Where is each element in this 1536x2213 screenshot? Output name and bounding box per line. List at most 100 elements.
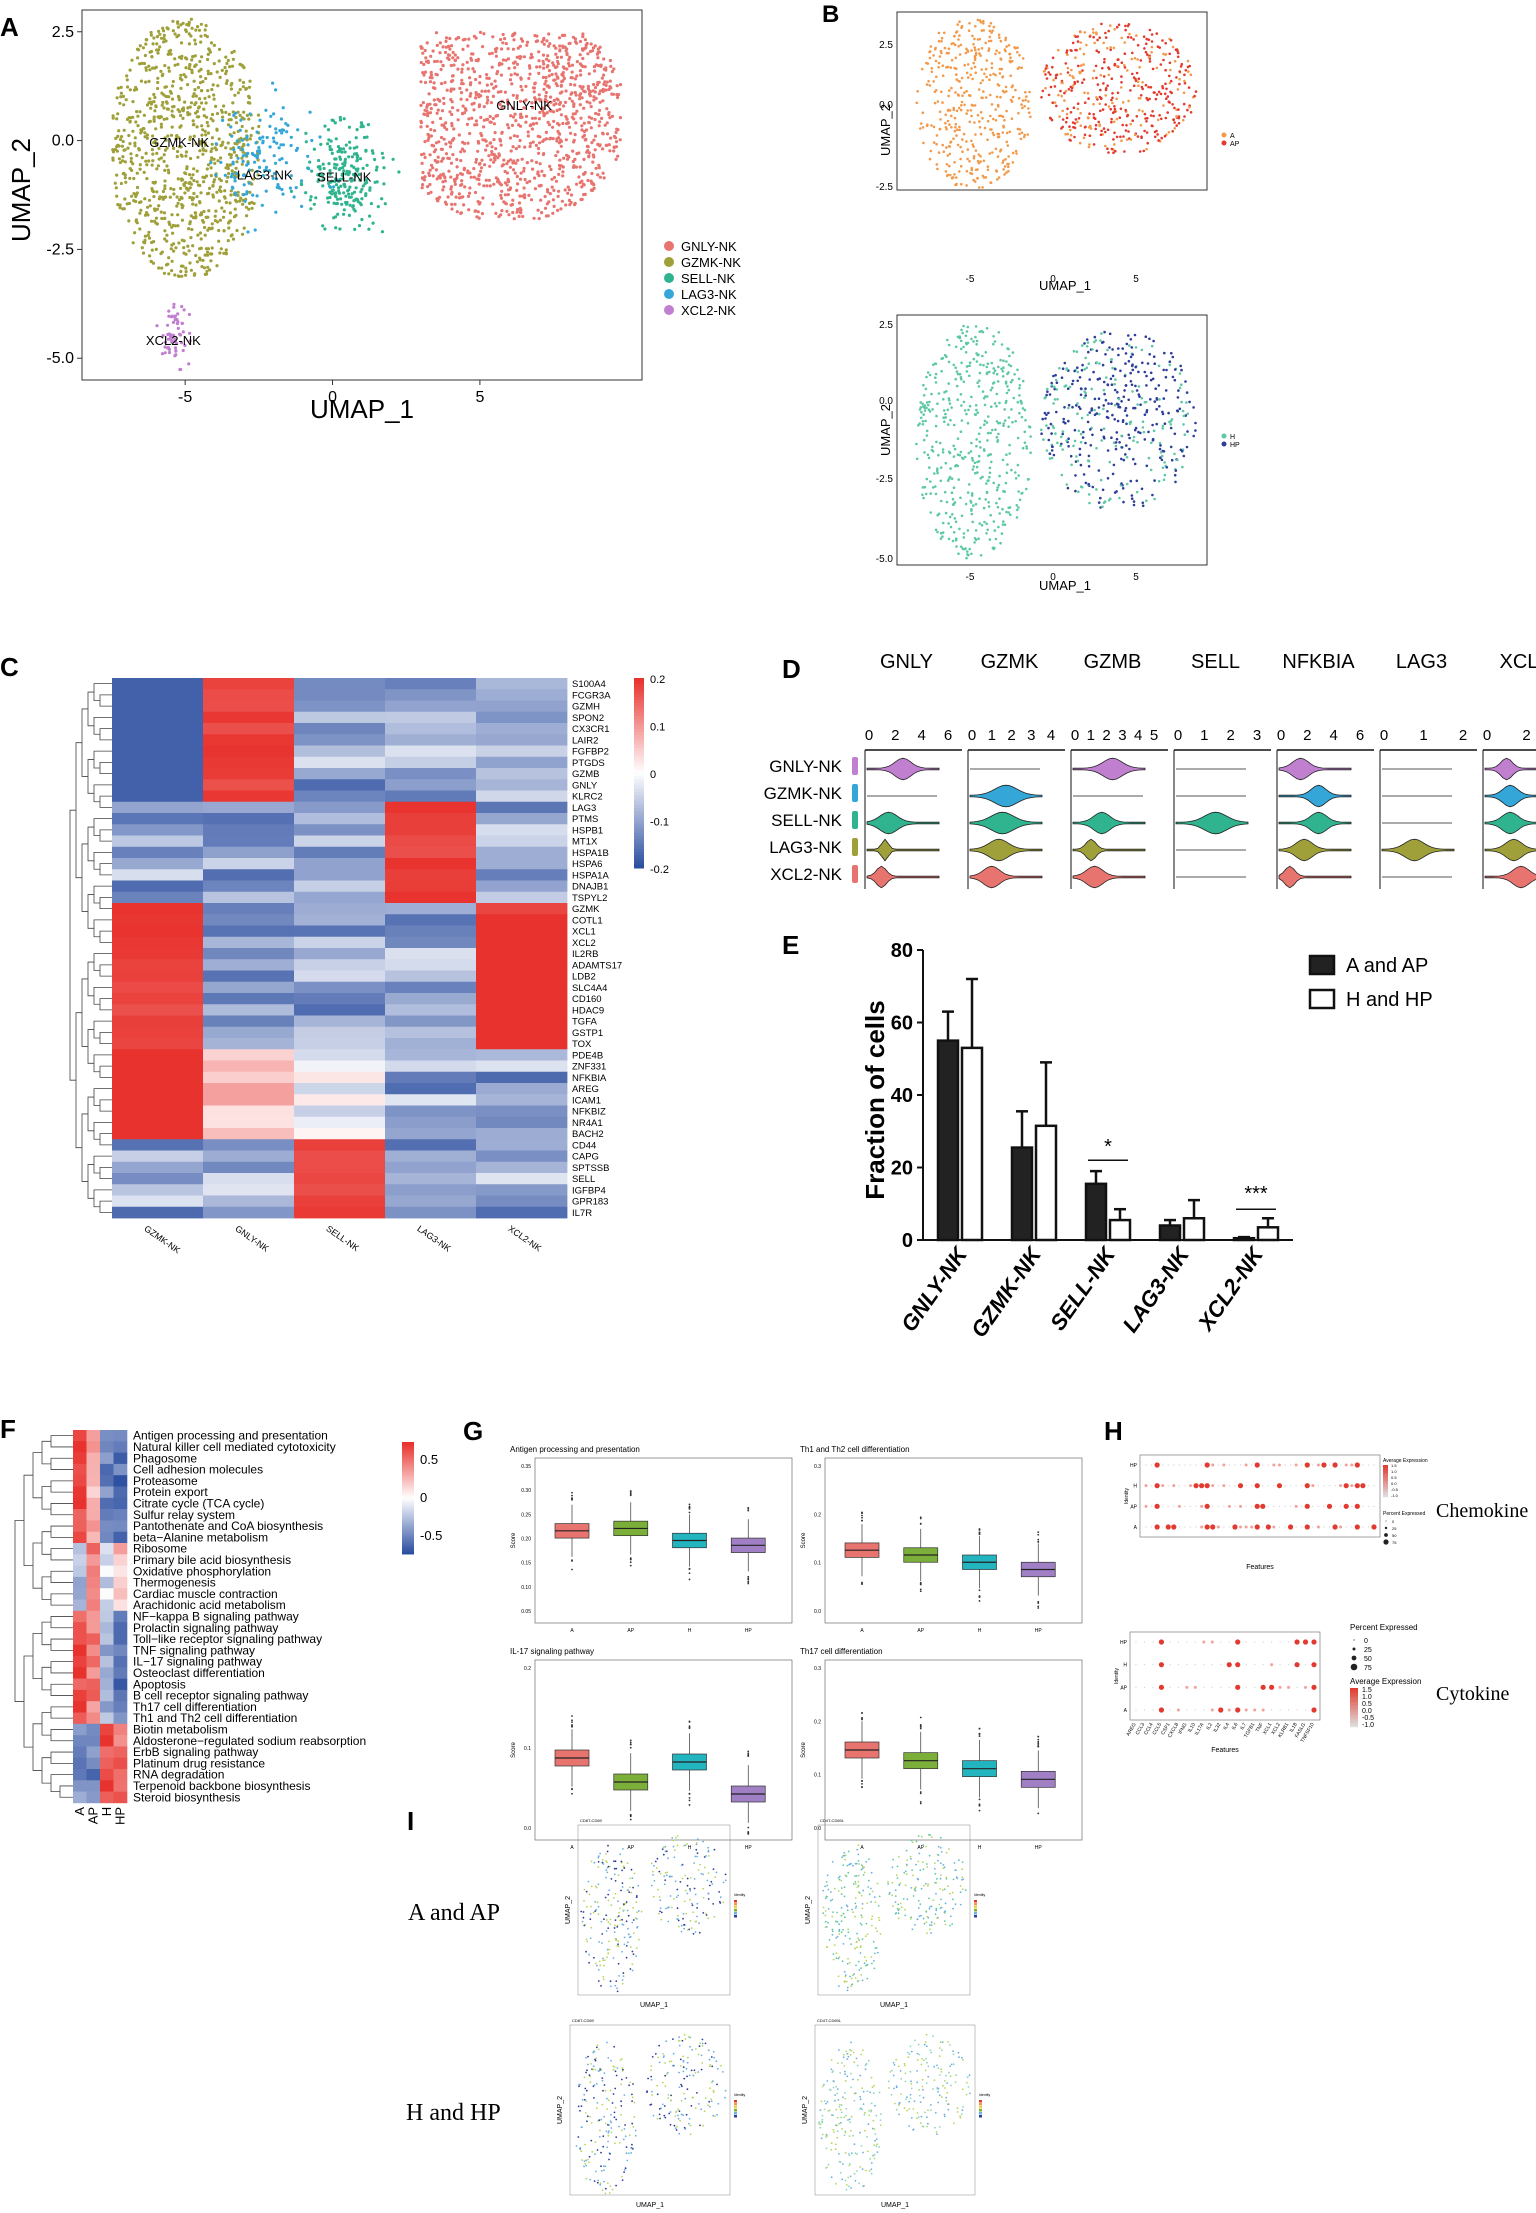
umap-point (202, 220, 206, 224)
panel-e: E Fraction of cells 020406080GNLY-NKGZMK… (782, 930, 1433, 1342)
umap-point (945, 127, 948, 131)
umap-point (558, 158, 562, 162)
umap-point (953, 517, 957, 520)
umap-point (241, 85, 245, 89)
umap-point (248, 112, 252, 116)
umap-point (492, 138, 496, 142)
umap-point (310, 138, 314, 143)
umap-point (423, 112, 427, 116)
umap-point (429, 54, 433, 58)
umap-point (347, 213, 351, 217)
umap-point (1138, 65, 1141, 69)
umap-point (1157, 364, 1161, 368)
umap-point (465, 122, 469, 126)
umap-point (965, 412, 968, 416)
umap-point (1084, 441, 1087, 445)
umap-point (1122, 500, 1125, 504)
umap-point (159, 156, 164, 160)
umap-point (222, 251, 226, 255)
umap-point (580, 179, 584, 183)
umap-point (1151, 67, 1155, 71)
umap-point (955, 30, 959, 33)
dendrogram-branch (93, 851, 112, 870)
umap-point (1151, 437, 1155, 441)
umap-point (1108, 67, 1111, 71)
umap-point (148, 254, 152, 258)
umap-point (953, 66, 956, 70)
umap-point (195, 125, 199, 129)
dendrogram-branch (81, 708, 88, 777)
umap-point (1009, 380, 1013, 384)
pathway-label: NF−kappa B signaling pathway (133, 1609, 299, 1623)
umap-point (226, 239, 230, 243)
umap-point (140, 61, 144, 65)
umap-point (997, 331, 1001, 334)
umap-point (257, 146, 261, 150)
umap-point (1088, 411, 1092, 414)
umap-point (581, 32, 585, 36)
umap-point (569, 76, 573, 80)
umap-point (158, 32, 162, 36)
heatmap-cell (112, 824, 204, 836)
umap-point (165, 101, 169, 105)
dendrogram-branch (93, 750, 112, 769)
umap-point (176, 94, 181, 98)
umap-point (1176, 88, 1180, 91)
umap-point (360, 217, 364, 222)
umap-point (513, 66, 517, 70)
umap-point (1079, 111, 1082, 115)
umap-point (196, 183, 201, 187)
umap-point (232, 150, 236, 154)
umap-point (151, 261, 156, 265)
umap-point (582, 121, 586, 125)
umap-point (952, 108, 956, 112)
umap-point (1135, 479, 1139, 483)
umap-point (226, 175, 230, 179)
umap-point (128, 142, 132, 146)
umap-point (280, 131, 284, 135)
umap-point (915, 457, 919, 461)
umap-point (422, 178, 427, 182)
umap-point (179, 86, 183, 90)
umap-point (449, 44, 454, 48)
umap-point (967, 483, 971, 486)
x-tick-label: 0 (1050, 274, 1056, 285)
umap-point (461, 82, 465, 86)
umap-point (214, 142, 218, 146)
gene-label: XCL2 (1499, 651, 1536, 673)
umap-point (959, 496, 962, 500)
umap-point (429, 134, 433, 138)
umap-point (967, 553, 970, 557)
umap-point (132, 176, 136, 181)
heatmap-cell (203, 801, 295, 814)
umap-point (1086, 91, 1090, 95)
umap-point (1108, 460, 1112, 464)
umap-point (212, 180, 216, 184)
umap-point (970, 172, 974, 176)
umap-point (1082, 52, 1086, 56)
umap-point (978, 379, 981, 383)
umap-point (496, 180, 500, 184)
umap-point (289, 174, 293, 178)
umap-point (309, 195, 313, 199)
umap-point (556, 62, 560, 66)
umap-point (1160, 458, 1164, 462)
umap-point (152, 36, 156, 40)
umap-point (958, 527, 961, 531)
umap-point (950, 126, 953, 129)
umap-point (510, 82, 514, 86)
umap-point (350, 192, 354, 196)
umap-point (563, 100, 568, 104)
heatmap-cell (73, 1430, 87, 1442)
umap-point (967, 408, 970, 412)
umap-point (1110, 120, 1113, 124)
umap-point (981, 354, 984, 358)
umap-point (201, 175, 205, 179)
umap-point (921, 126, 925, 129)
umap-point (527, 193, 531, 197)
heatmap-cell (86, 1599, 101, 1612)
umap-point (1066, 107, 1069, 111)
umap-point (970, 494, 974, 497)
umap-point (562, 66, 566, 70)
umap-point (558, 107, 562, 111)
